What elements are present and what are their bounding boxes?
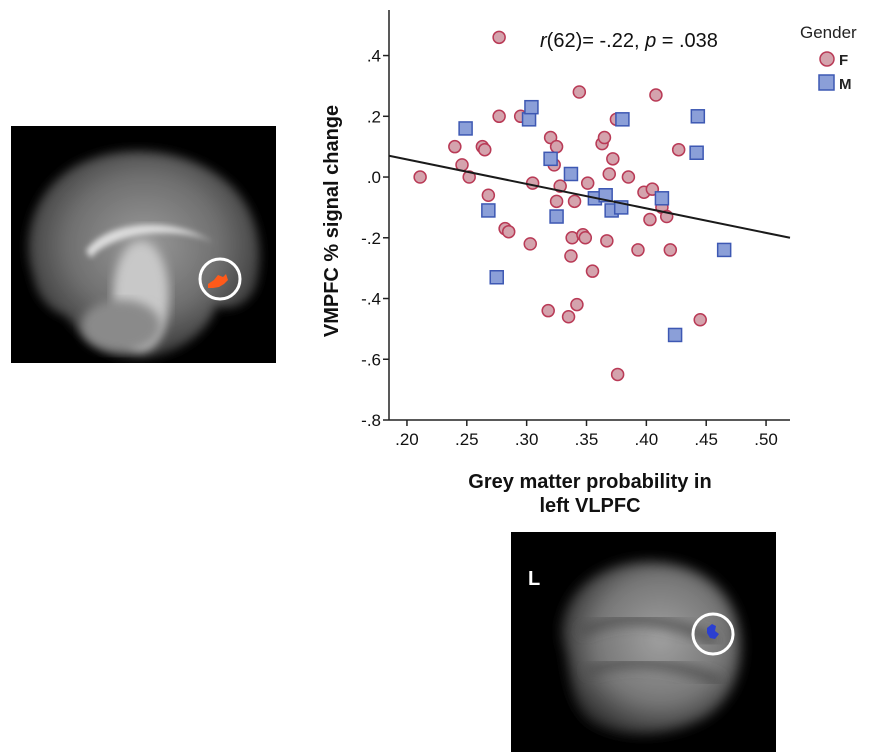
legend: Gender F M: [800, 23, 857, 93]
legend-title: Gender: [800, 23, 857, 42]
data-point-female: [523, 237, 537, 251]
data-point-female: [501, 224, 516, 239]
y-tick-label: .2: [367, 107, 381, 126]
data-point-female: [597, 130, 612, 145]
x-tick-label: .30: [515, 430, 539, 449]
data-point-male: [543, 151, 558, 167]
data-point-female: [492, 30, 506, 45]
x-tick-label: .35: [575, 430, 599, 449]
correlation-annotation: r(62)= -.22, p = .038: [540, 30, 718, 52]
data-point-female: [481, 188, 496, 203]
y-tick-label: .4: [367, 47, 381, 66]
data-point-female: [693, 313, 707, 327]
data-point-female: [606, 152, 620, 166]
data-point-male: [690, 109, 706, 124]
data-point-female: [462, 170, 476, 184]
scatter-chart: .4 .2 .0 -.2 -.4 -.6 -.8 .20 .25 .30 .35 .40 .45 .50…: [321, 10, 857, 517]
x-tick-label: .50: [754, 430, 778, 449]
cerebellum: [81, 300, 161, 352]
data-point-female: [549, 139, 564, 154]
axial-roi-circle: [691, 612, 735, 656]
data-point-female: [541, 303, 555, 318]
legend-label-male: M: [839, 76, 852, 93]
data-point-male: [654, 191, 670, 206]
axial-activation-blob: [707, 624, 719, 639]
legend-marker-female: [819, 51, 835, 67]
data-point-female: [478, 142, 492, 157]
data-point-female: [578, 231, 593, 245]
axial-brain-image: L: [511, 532, 776, 752]
data-point-male: [489, 270, 504, 285]
corpus-callosum: [86, 224, 216, 258]
hemisphere-label: L: [528, 568, 541, 590]
data-point-female: [567, 194, 582, 209]
x-axis-title-line-2: left VLPFC: [539, 495, 640, 517]
data-point-female: [600, 234, 614, 248]
sagittal-roi-circle: [198, 257, 242, 301]
y-tick-label: -.8: [361, 411, 381, 430]
data-point-male: [458, 121, 473, 136]
sagittal-brain-image: [11, 126, 276, 363]
data-point-female: [602, 167, 617, 181]
data-point-female: [663, 243, 678, 257]
data-point-female: [621, 170, 636, 184]
data-point-male: [667, 327, 683, 343]
y-axis: .4 .2 .0 -.2 -.4 -.6 -.8: [361, 10, 390, 430]
data-point-female: [448, 139, 462, 154]
data-point-male: [521, 112, 537, 127]
data-point-female: [492, 109, 506, 124]
data-point-female: [585, 264, 600, 278]
axial-brain-outline: [562, 561, 741, 734]
data-point-male: [716, 242, 732, 258]
data-point-female: [643, 212, 657, 227]
x-tick-label: .25: [455, 430, 479, 449]
data-point-female: [570, 297, 584, 312]
data-point-male: [615, 112, 630, 127]
x-axis-title-line-1: Grey matter probability in: [468, 471, 711, 493]
data-point-male: [549, 209, 564, 224]
x-tick-label: .40: [635, 430, 659, 449]
legend-marker-male: [818, 74, 835, 91]
data-points: [413, 30, 732, 382]
y-tick-label: .0: [367, 168, 381, 187]
data-point-female: [580, 176, 595, 190]
data-point-male: [689, 145, 704, 160]
axial-sulcus: [584, 659, 723, 686]
data-point-female: [525, 176, 540, 190]
y-tick-label: -.2: [361, 229, 381, 248]
axial-sulcus: [579, 615, 718, 646]
sagittal-activation-blob: [208, 274, 228, 288]
x-tick-label: .20: [395, 430, 419, 449]
legend-label-female: F: [839, 52, 848, 69]
data-point-female: [564, 249, 578, 263]
regression-line: [388, 154, 791, 239]
data-point-male: [524, 99, 539, 115]
y-axis-title: VMPFC % signal change: [321, 105, 343, 337]
x-axis: .20 .25 .30 .35 .40 .45 .50: [389, 419, 790, 449]
data-point-female: [572, 85, 587, 99]
data-point-female: [413, 170, 427, 184]
y-tick-label: -.6: [361, 350, 381, 369]
x-tick-label: .45: [694, 430, 718, 449]
data-point-female: [549, 194, 564, 209]
axial-brain-svg: [562, 561, 741, 734]
data-point-female: [671, 142, 686, 157]
data-point-female: [649, 88, 663, 102]
data-point-female: [561, 309, 576, 324]
data-point-female: [610, 367, 625, 382]
data-point-male: [481, 203, 496, 218]
y-tick-label: -.4: [361, 290, 381, 309]
sagittal-brain-svg: [28, 151, 260, 359]
data-point-male: [563, 166, 579, 182]
data-point-female: [631, 243, 645, 257]
